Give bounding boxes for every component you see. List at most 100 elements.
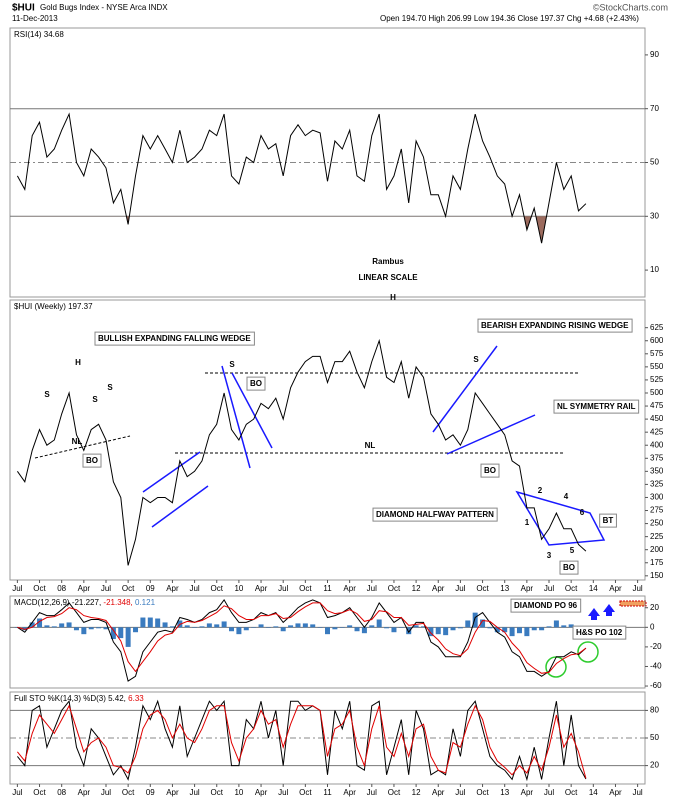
x-tick-label: 11 bbox=[323, 584, 332, 593]
histogram-bar bbox=[199, 626, 205, 628]
panel-label-part: MACD(12,26,9) bbox=[14, 598, 70, 607]
panel-label: $HUI (Weekly) 197.37 bbox=[14, 302, 93, 311]
annotation: 2 bbox=[538, 486, 543, 495]
histogram-bar bbox=[472, 612, 478, 628]
histogram-bar bbox=[347, 625, 353, 628]
histogram-bar bbox=[553, 620, 559, 628]
rsi-shade bbox=[17, 216, 586, 244]
histogram-bar bbox=[155, 618, 161, 628]
histogram-bar bbox=[273, 626, 279, 628]
y-tick-label: 625 bbox=[650, 323, 664, 332]
panel-label-part: -21.227, bbox=[72, 598, 101, 607]
x-tick-label: 09 bbox=[146, 788, 155, 797]
y-tick-label: 525 bbox=[650, 375, 664, 384]
histogram-bar bbox=[516, 627, 522, 634]
annotation: BO bbox=[563, 563, 575, 572]
y-tick-label: -40 bbox=[650, 662, 662, 671]
histogram-bar bbox=[162, 622, 168, 628]
x-tick-label: Apr bbox=[521, 584, 534, 593]
annotation: BT bbox=[603, 516, 614, 525]
histogram-bar bbox=[265, 627, 271, 628]
annotation: H bbox=[390, 293, 396, 302]
series-line bbox=[16, 338, 587, 566]
histogram-bar bbox=[288, 625, 294, 628]
histogram-bar bbox=[192, 627, 198, 628]
histogram-bar bbox=[96, 627, 102, 629]
x-tick-label: Jul bbox=[12, 584, 22, 593]
y-tick-label: 150 bbox=[650, 571, 664, 580]
histogram-bar bbox=[125, 627, 131, 647]
x-tick-label: Apr bbox=[78, 788, 91, 797]
x-tick-label: Apr bbox=[255, 788, 268, 797]
x-tick-label: Jul bbox=[544, 788, 554, 797]
y-tick-label: 575 bbox=[650, 349, 664, 358]
y-tick-label: 80 bbox=[650, 706, 659, 715]
histogram-bar bbox=[295, 623, 301, 628]
annotation: S bbox=[473, 355, 479, 364]
histogram-bar bbox=[539, 627, 545, 631]
histogram-bar bbox=[88, 627, 94, 630]
y-tick-label: 600 bbox=[650, 336, 664, 345]
histogram-bar bbox=[494, 627, 500, 633]
y-tick-label: 30 bbox=[650, 211, 659, 220]
annotation: H bbox=[75, 358, 81, 367]
y-tick-label: 400 bbox=[650, 440, 664, 449]
annotation: S bbox=[107, 383, 113, 392]
histogram-bar bbox=[66, 622, 72, 628]
annotation: LINEAR SCALE bbox=[358, 273, 418, 282]
y-tick-label: 20 bbox=[650, 761, 659, 770]
x-tick-label: Jul bbox=[278, 788, 288, 797]
annotation: BEARISH EXPANDING RISING WEDGE bbox=[481, 321, 629, 330]
histogram-bar bbox=[214, 624, 220, 628]
annotation-box bbox=[510, 598, 582, 613]
x-tick-label: Oct bbox=[299, 584, 312, 593]
x-tick-label: Jul bbox=[189, 788, 199, 797]
panel-label: Full STO %K(14,3) %D(3) 5.42, 6.33 bbox=[14, 694, 144, 703]
y-tick-label: 70 bbox=[650, 104, 659, 113]
histogram-bar bbox=[391, 627, 397, 633]
annotation-box bbox=[477, 318, 633, 333]
histogram-bar bbox=[376, 619, 382, 628]
x-tick-label: Apr bbox=[343, 788, 356, 797]
panel-label-part: 5.42, bbox=[108, 694, 126, 703]
histogram-bar bbox=[103, 627, 109, 630]
y-tick-label: 50 bbox=[650, 158, 659, 167]
x-tick-label: Oct bbox=[565, 584, 578, 593]
annotation: 4 bbox=[564, 492, 569, 501]
annotation: H&S PO 102 bbox=[576, 628, 623, 637]
histogram-bar bbox=[531, 627, 537, 631]
y-tick-label: 325 bbox=[650, 480, 664, 489]
histogram-bar bbox=[184, 625, 190, 628]
annotation: DIAMOND PO 96 bbox=[514, 601, 578, 610]
panel-label-part: 0.121 bbox=[135, 598, 156, 607]
annotation: BO bbox=[484, 466, 496, 475]
x-tick-label: Oct bbox=[122, 788, 135, 797]
x-tick-label: Apr bbox=[432, 788, 445, 797]
date: 11-Dec-2013 bbox=[12, 14, 58, 23]
histogram-bar bbox=[369, 625, 375, 628]
y-tick-label: 425 bbox=[650, 427, 664, 436]
x-tick-label: Jul bbox=[544, 584, 554, 593]
x-tick-label: Apr bbox=[609, 584, 622, 593]
annotation: S bbox=[229, 360, 235, 369]
x-tick-label: Apr bbox=[78, 584, 91, 593]
annotation-box bbox=[372, 507, 498, 522]
x-tick-label: 12 bbox=[412, 788, 421, 797]
histogram-bar bbox=[140, 617, 146, 628]
x-tick-label: Apr bbox=[255, 584, 268, 593]
histogram-bar bbox=[384, 627, 390, 629]
y-tick-label: 10 bbox=[650, 265, 659, 274]
x-tick-label: 10 bbox=[234, 584, 243, 593]
y-tick-label: 175 bbox=[650, 558, 664, 567]
histogram-bar bbox=[251, 627, 257, 628]
x-tick-label: Oct bbox=[565, 788, 578, 797]
x-tick-label: Jul bbox=[101, 788, 111, 797]
annotation: 5 bbox=[570, 546, 575, 555]
annotation-box bbox=[572, 625, 627, 640]
x-tick-label: Oct bbox=[388, 788, 401, 797]
histogram-bar bbox=[339, 627, 345, 628]
x-tick-label: Apr bbox=[343, 584, 356, 593]
x-tick-label: 08 bbox=[57, 584, 66, 593]
panel-label-part: RSI(14) 34.68 bbox=[14, 30, 64, 39]
quote: Open 194.70 High 206.99 Low 194.36 Close… bbox=[380, 14, 639, 23]
